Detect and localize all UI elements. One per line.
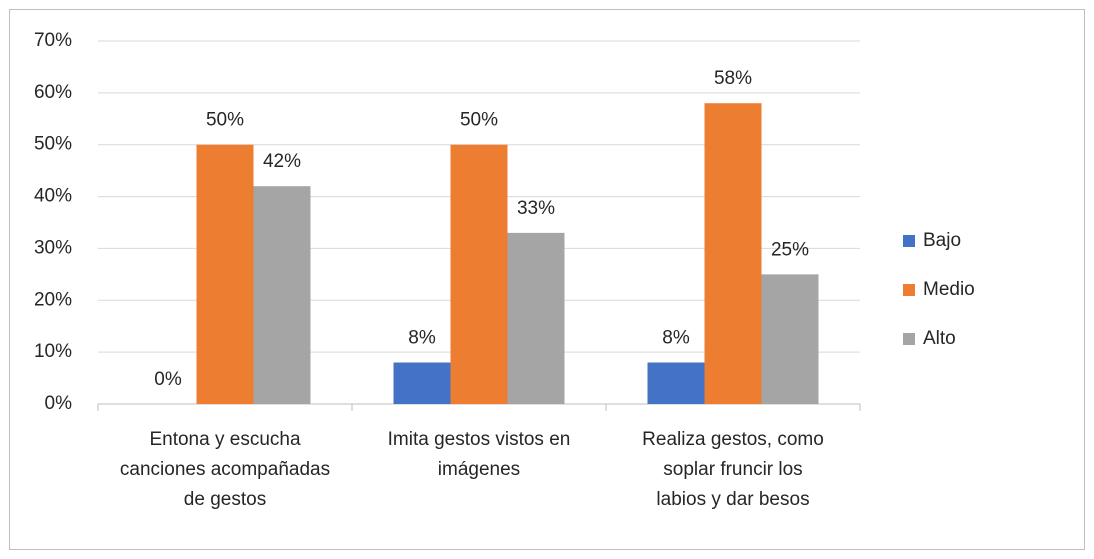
data-label: 58% bbox=[714, 68, 752, 89]
x-tick-label: Entona y escucha canciones acompañadas de … bbox=[120, 429, 330, 510]
data-label: 25% bbox=[771, 239, 809, 260]
y-tick-label: 60% bbox=[34, 82, 72, 103]
data-label: 50% bbox=[206, 110, 244, 131]
legend-label: Bajo bbox=[923, 230, 961, 251]
y-tick-label: 10% bbox=[34, 341, 72, 362]
data-label: 33% bbox=[517, 198, 555, 219]
y-tick-label: 40% bbox=[34, 186, 72, 207]
y-tick-label: 50% bbox=[34, 134, 72, 155]
bar bbox=[761, 274, 819, 404]
y-tick-label: 30% bbox=[34, 237, 72, 258]
data-label: 8% bbox=[662, 328, 690, 349]
bar bbox=[393, 362, 451, 404]
bar bbox=[196, 144, 254, 404]
data-label: 50% bbox=[460, 110, 498, 131]
data-label: 42% bbox=[263, 151, 301, 172]
bar bbox=[253, 186, 311, 404]
bar bbox=[507, 232, 565, 404]
legend-label: Alto bbox=[923, 328, 956, 349]
legend-label: Medio bbox=[923, 279, 975, 300]
x-tick-label: Imita gestos vistos en imágenes bbox=[388, 429, 571, 480]
legend-swatch bbox=[903, 235, 915, 247]
legend-swatch bbox=[903, 333, 915, 345]
y-tick-label: 0% bbox=[45, 393, 73, 414]
y-tick-label: 70% bbox=[34, 30, 72, 51]
data-label: 0% bbox=[154, 369, 182, 390]
data-label: 8% bbox=[408, 328, 436, 349]
bar bbox=[704, 103, 762, 404]
bar bbox=[450, 144, 508, 404]
chart-border bbox=[9, 9, 1085, 550]
x-tick-label: Realiza gestos, como soplar fruncir los la… bbox=[642, 429, 824, 510]
legend-swatch bbox=[903, 284, 915, 296]
bar bbox=[647, 362, 705, 404]
y-tick-label: 20% bbox=[34, 289, 72, 310]
